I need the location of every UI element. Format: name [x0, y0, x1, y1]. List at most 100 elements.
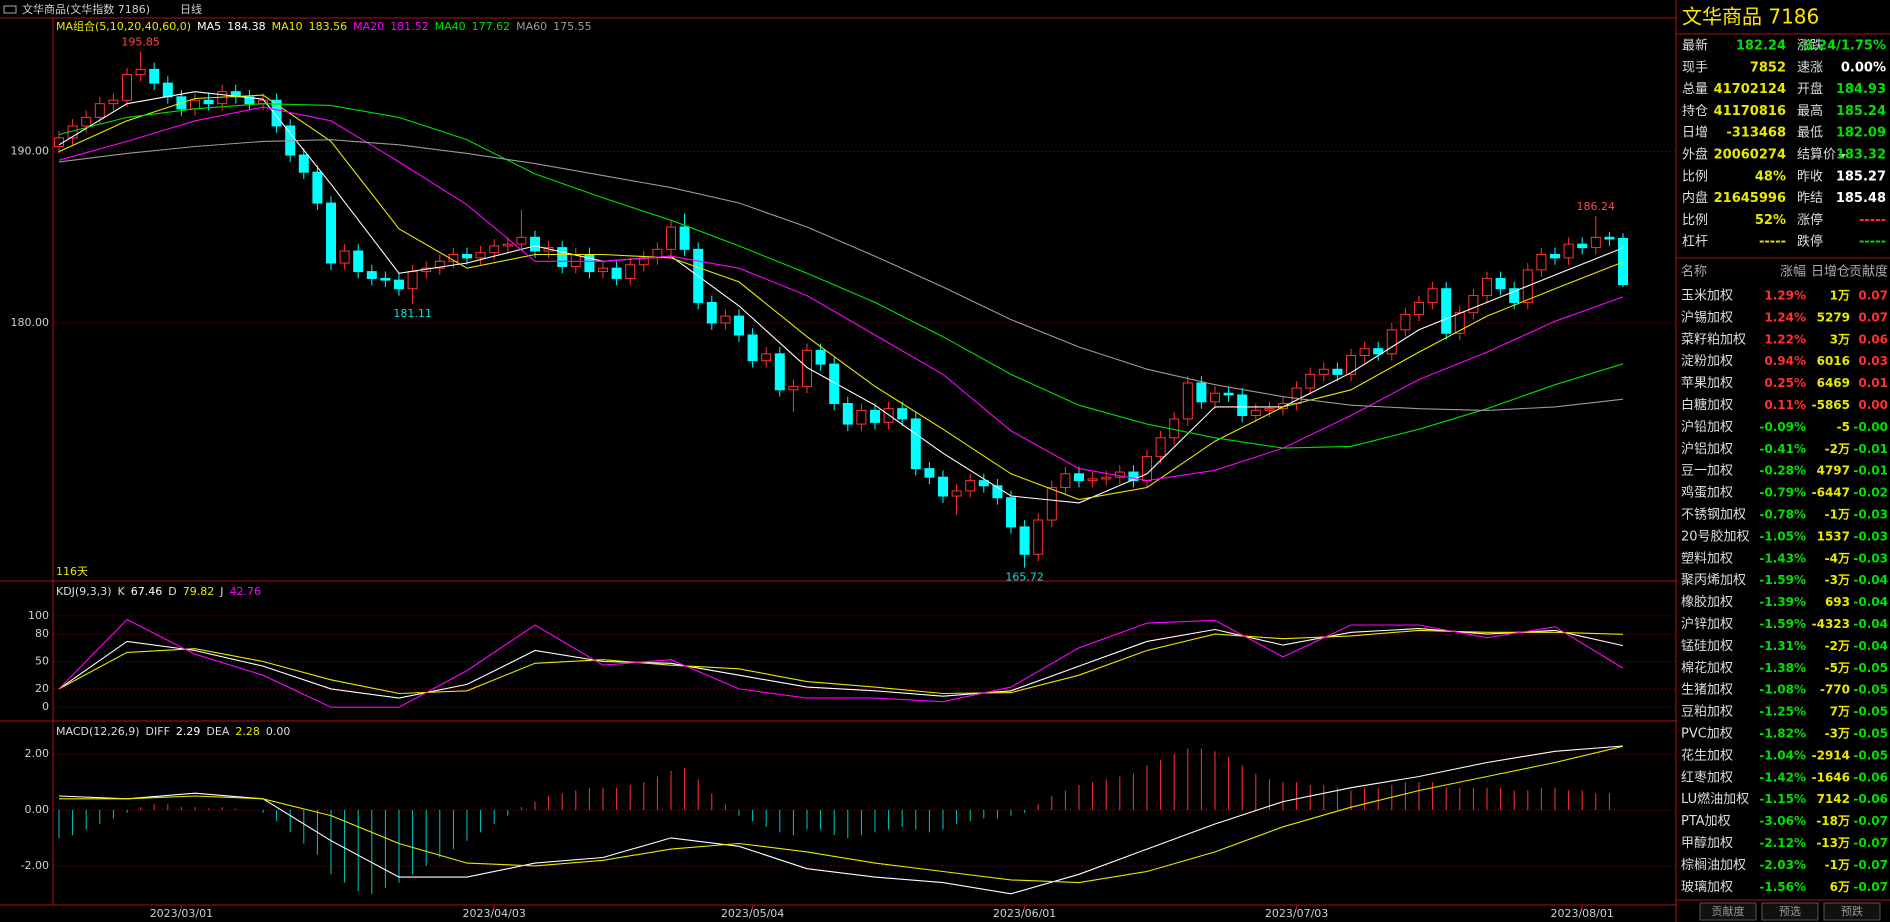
table-cell: 0.06 — [1858, 332, 1888, 346]
quote-value: 185.24 — [1836, 104, 1886, 119]
table-cell: -1.31% — [1759, 639, 1806, 653]
dropdown-icon[interactable] — [1838, 154, 1846, 159]
x-tick-label: 2023/05/04 — [721, 907, 784, 920]
price-extreme-label: 181.11 — [393, 307, 432, 320]
table-cell[interactable]: 聚丙烯加权 — [1681, 572, 1746, 588]
table-cell[interactable]: 玻璃加权 — [1681, 879, 1733, 895]
table-cell[interactable]: 橡胶加权 — [1681, 594, 1733, 610]
table-cell: -0.78% — [1759, 508, 1806, 522]
quote-value: 184.93 — [1836, 82, 1886, 97]
period-selector[interactable]: 日线 — [180, 2, 202, 16]
candle-body — [897, 408, 908, 420]
legend-name: MA40 — [435, 20, 466, 33]
table-cell[interactable]: 鸡蛋加权 — [1681, 485, 1733, 501]
candle-body — [1509, 288, 1520, 303]
legend-name: K — [118, 585, 126, 598]
legend-value: 79.82 — [183, 585, 215, 598]
legend-value: 175.55 — [553, 20, 592, 33]
candle-body — [965, 480, 976, 492]
table-cell: -1.04% — [1759, 748, 1806, 762]
table-cell: -1.38% — [1759, 661, 1806, 675]
quote-value: 185.48 — [1836, 191, 1886, 206]
candle-body — [1305, 373, 1316, 389]
y-tick-label: 190.00 — [11, 145, 50, 158]
table-cell[interactable]: 豆一加权 — [1681, 463, 1733, 479]
legend-value: 183.56 — [309, 20, 348, 33]
table-cell[interactable]: 玉米加权 — [1681, 288, 1733, 304]
table-cell: -0.05 — [1853, 748, 1888, 762]
candle-body — [1618, 238, 1628, 286]
table-cell[interactable]: 沪锡加权 — [1681, 309, 1733, 325]
quote-label: 内盘 — [1682, 190, 1708, 206]
candle-body — [1373, 348, 1384, 355]
candle-body — [1196, 382, 1207, 403]
table-cell: -3.06% — [1759, 814, 1806, 828]
table-cell[interactable]: 菜籽粕加权 — [1681, 331, 1746, 347]
table-cell[interactable]: 沪锌加权 — [1681, 616, 1733, 632]
quote-label: 结算价 — [1797, 148, 1836, 163]
quote-value: 48% — [1755, 169, 1786, 184]
quote-label: 比例 — [1682, 169, 1708, 184]
candle-body — [1441, 288, 1452, 334]
table-cell[interactable]: PTA加权 — [1681, 813, 1731, 829]
table-cell[interactable]: 淀粉加权 — [1681, 353, 1733, 369]
tab-label[interactable]: 贡献度 — [1712, 904, 1745, 918]
table-cell: -0.05 — [1853, 705, 1888, 719]
x-tick-label: 2023/07/03 — [1265, 907, 1328, 920]
table-cell[interactable]: 沪铅加权 — [1681, 419, 1733, 435]
table-cell: -2914 — [1812, 748, 1850, 762]
table-cell[interactable]: 豆粕加权 — [1681, 704, 1733, 720]
table-cell[interactable]: 苹果加权 — [1681, 375, 1733, 391]
quote-value: -3.24/1.75% — [1799, 39, 1886, 54]
table-cell: -0.03 — [1853, 508, 1888, 522]
table-cell[interactable]: 20号胶加权 — [1681, 528, 1750, 544]
table-cell[interactable]: 红枣加权 — [1681, 769, 1733, 785]
tab[interactable] — [1823, 902, 1881, 921]
quote-title: 文华商品 7186 — [1682, 5, 1819, 29]
candle-body — [761, 353, 772, 362]
table-cell[interactable]: 棉花加权 — [1681, 660, 1733, 676]
table-cell: -1.82% — [1759, 727, 1806, 741]
quote-value: 0.00% — [1841, 60, 1886, 75]
table-cell[interactable]: 塑料加权 — [1681, 550, 1733, 566]
tab-label[interactable]: 预选 — [1779, 905, 1801, 918]
header-title: 文华商品(文华指数 7186) — [22, 2, 150, 16]
tab[interactable] — [1761, 902, 1819, 921]
table-cell[interactable]: 生猪加权 — [1681, 682, 1733, 698]
table-cell[interactable]: 沪铝加权 — [1681, 441, 1733, 457]
table-cell: -0.05 — [1853, 661, 1888, 675]
quote-value: 182.24 — [1736, 39, 1786, 54]
window-icon[interactable] — [3, 5, 17, 14]
candle-body — [992, 485, 1003, 499]
table-cell[interactable]: LU燃油加权 — [1681, 791, 1749, 807]
quote-label: 涨跌 — [1797, 38, 1823, 54]
table-cell: 693 — [1825, 595, 1850, 609]
candle-body — [1577, 243, 1588, 249]
table-header: 涨幅 — [1780, 265, 1806, 280]
table-cell[interactable]: 白糖加权 — [1681, 397, 1733, 413]
table-cell[interactable]: 不锈钢加权 — [1681, 507, 1746, 523]
table-cell[interactable]: 棕榈油加权 — [1681, 857, 1746, 873]
tab-label[interactable]: 预跌 — [1841, 904, 1863, 918]
candle-body — [734, 315, 744, 336]
table-cell: -0.07 — [1853, 814, 1888, 828]
table-cell[interactable]: 花生加权 — [1681, 747, 1733, 763]
table-cell[interactable]: 锰硅加权 — [1681, 638, 1733, 654]
tab[interactable] — [1699, 902, 1757, 921]
table-cell: -0.79% — [1759, 486, 1806, 500]
table-cell: -1万 — [1825, 858, 1850, 872]
candle-body — [1128, 471, 1139, 482]
table-cell: -1.59% — [1759, 617, 1806, 631]
table-cell: -1.25% — [1759, 705, 1806, 719]
quote-value: 41702124 — [1714, 82, 1786, 97]
candle-body — [1590, 236, 1601, 249]
candle-body — [434, 260, 445, 269]
table-cell: -0.05 — [1853, 727, 1888, 741]
table-cell: -3万 — [1825, 573, 1850, 587]
table-cell[interactable]: 甲醇加权 — [1681, 835, 1733, 851]
candle-body — [1006, 497, 1016, 528]
table-cell: -5万 — [1825, 661, 1850, 675]
candle-body — [625, 264, 636, 279]
table-cell[interactable]: PVC加权 — [1681, 726, 1733, 742]
indicator-line — [58, 618, 1624, 708]
